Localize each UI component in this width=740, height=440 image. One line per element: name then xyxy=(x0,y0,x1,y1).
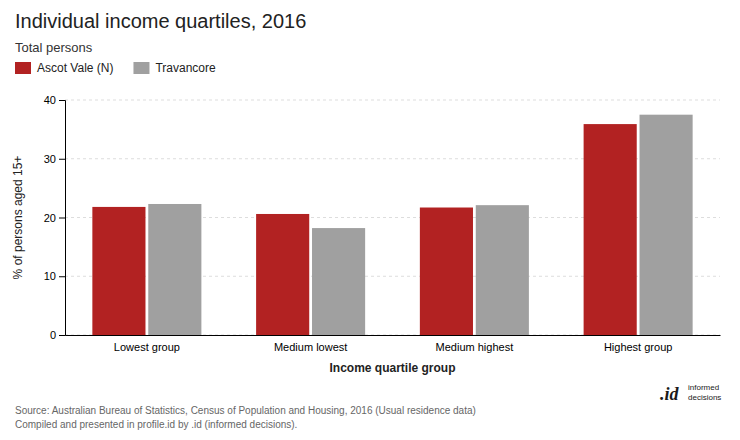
y-tick-mark xyxy=(59,100,65,101)
bar xyxy=(312,228,365,335)
x-axis-label: Income quartile group xyxy=(329,361,455,375)
x-tick: Lowest group xyxy=(114,341,180,353)
bar xyxy=(92,207,145,335)
x-tick: Highest group xyxy=(604,341,673,353)
y-tick-label: 20 xyxy=(44,212,56,224)
logo: .id xyxy=(660,384,680,404)
subtitle: Total persons xyxy=(15,40,93,55)
x-tick: Medium lowest xyxy=(274,341,347,353)
bar xyxy=(640,115,693,335)
grid-line xyxy=(65,100,720,101)
y-tick-label: 0 xyxy=(50,329,56,341)
y-tick: 0 xyxy=(50,329,65,341)
title: Individual income quartiles, 2016 xyxy=(15,10,306,32)
source: Source: Australian Bureau of Statistics,… xyxy=(15,405,476,416)
bar-series xyxy=(148,115,692,335)
x-tick-label: Medium highest xyxy=(436,341,514,353)
legend: Ascot Vale (N) Travancore xyxy=(15,61,216,75)
bar xyxy=(256,214,309,335)
bars xyxy=(92,115,692,335)
legend-item: Ascot Vale (N) xyxy=(15,61,113,75)
chart: Individual income quartiles, 2016 Total p… xyxy=(0,0,740,440)
bar xyxy=(148,204,201,335)
grid xyxy=(65,100,720,335)
legend-swatch xyxy=(133,62,149,74)
y-tick: 40 xyxy=(44,94,65,106)
logo-text: decisions xyxy=(688,393,721,402)
y-tick: 10 xyxy=(44,270,65,282)
x-tick: Medium highest xyxy=(436,341,514,353)
y-tick: 30 xyxy=(44,153,65,165)
y-tick-mark xyxy=(59,159,65,160)
legend-label: Travancore xyxy=(155,61,216,75)
legend-swatch xyxy=(15,62,31,74)
y-tick-label: 30 xyxy=(44,153,56,165)
y-tick-label: 40 xyxy=(44,94,56,106)
y-tick: 20 xyxy=(44,212,65,224)
y-axis-label: % of persons aged 15+ xyxy=(11,156,25,280)
legend-label: Ascot Vale (N) xyxy=(37,61,113,75)
x-tick-label: Medium lowest xyxy=(274,341,347,353)
y-tick-mark xyxy=(59,335,65,336)
x-tick-label: Lowest group xyxy=(114,341,180,353)
bar-series xyxy=(92,124,636,335)
x-tick-label: Highest group xyxy=(604,341,673,353)
bar xyxy=(476,205,529,335)
x-axis: Lowest group Medium lowest Medium highest H… xyxy=(66,336,721,353)
bar xyxy=(584,124,637,335)
y-tick-mark xyxy=(59,276,65,277)
logo-text: informed xyxy=(688,383,719,392)
x-axis-line xyxy=(66,335,721,336)
bar xyxy=(420,208,473,335)
source: Compiled and presented in profile.id by … xyxy=(15,419,297,430)
y-tick-mark xyxy=(59,218,65,219)
y-tick-label: 10 xyxy=(44,270,56,282)
legend-item: Travancore xyxy=(133,61,216,75)
y-axis: 0 10 20 30 40 xyxy=(44,94,66,341)
y-axis-line xyxy=(59,101,66,336)
